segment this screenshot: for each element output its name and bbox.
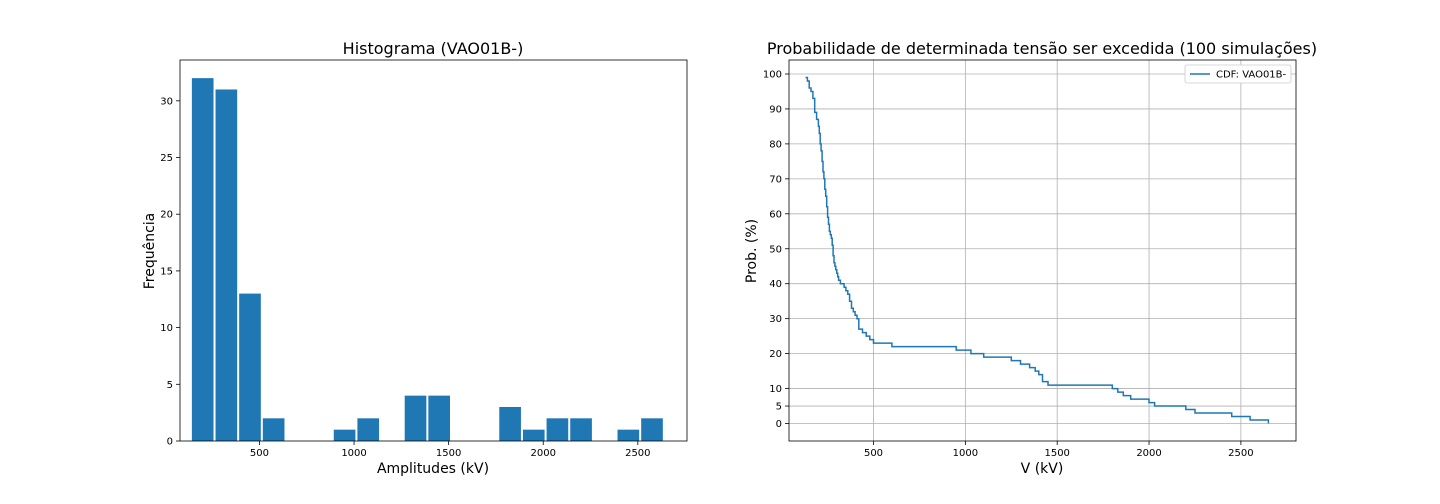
histogram-bar	[570, 418, 592, 441]
cdf-y-tick-label: 20	[769, 349, 782, 360]
histogram-bar	[617, 429, 640, 441]
histogram-y-tick-label: 25	[160, 153, 173, 164]
histogram-bar	[357, 418, 380, 441]
histogram-chart: Histograma (VAO01B-) 500 1000 1500 2000 2500…	[142, 39, 688, 477]
cdf-series-line	[805, 76, 1270, 424]
histogram-bar	[262, 418, 285, 441]
histogram-bar	[522, 429, 545, 441]
histogram-x-tick-label: 500	[250, 448, 269, 459]
cdf-x-tick-label: 2000	[1136, 448, 1161, 459]
histogram-title: Histograma (VAO01B-)	[343, 39, 524, 58]
histogram-y-tick-label: 10	[160, 323, 173, 334]
histogram-bar	[191, 78, 214, 442]
cdf-y-tick-label: 30	[769, 314, 782, 325]
histogram-y-label: Frequência	[142, 213, 158, 290]
cdf-chart: Probabilidade de determinada tensão ser …	[744, 39, 1317, 477]
cdf-y-label: Prob. (%)	[744, 219, 760, 283]
histogram-bar	[428, 395, 450, 441]
cdf-x-label: V (kV)	[1021, 461, 1064, 477]
histogram-y-tick-label: 0	[167, 437, 173, 448]
histogram-bar	[499, 406, 521, 441]
histogram-bar	[239, 293, 261, 441]
cdf-title: Probabilidade de determinada tensão ser …	[767, 39, 1317, 58]
cdf-y-tick-label: 100	[763, 69, 782, 80]
cdf-legend-label: CDF: VAO01B-	[1216, 70, 1287, 81]
histogram-plot-frame	[179, 59, 688, 442]
cdf-grid	[789, 60, 1296, 441]
cdf-y-tick-label: 90	[769, 104, 782, 115]
cdf-legend-box	[1184, 64, 1292, 84]
histogram-x-ticks: 500 1000 1500 2000 2500	[250, 441, 651, 459]
histogram-bar	[546, 418, 569, 441]
histogram-x-tick-label: 1500	[436, 448, 461, 459]
cdf-y-ticks: 0 5 10 20 30 40 50 60 70 80 90 100	[763, 69, 789, 430]
cdf-y-tick-label: 60	[769, 209, 782, 220]
cdf-plot-frame	[788, 59, 1297, 442]
histogram-y-tick-label: 20	[160, 210, 173, 221]
cdf-y-tick-label: 50	[769, 244, 782, 255]
histogram-bar	[215, 89, 238, 441]
histogram-y-tick-label: 15	[160, 266, 173, 277]
histogram-y-ticks: 0 5 10 15 20 25 30	[160, 96, 180, 448]
histogram-x-label: Amplitudes (kV)	[377, 461, 489, 477]
cdf-x-tick-label: 1500	[1044, 448, 1069, 459]
cdf-y-tick-label: 80	[769, 139, 782, 150]
histogram-bar	[641, 418, 663, 441]
cdf-legend: CDF: VAO01B-	[1184, 64, 1292, 84]
histogram-x-tick-label: 1000	[341, 448, 366, 459]
cdf-y-tick-label: 10	[769, 384, 782, 395]
cdf-x-ticks: 500 1000 1500 2000 2500	[864, 441, 1254, 459]
cdf-x-tick-label: 1000	[953, 448, 978, 459]
cdf-x-tick-label: 2500	[1228, 448, 1253, 459]
cdf-y-tick-label: 0	[776, 419, 782, 430]
cdf-y-tick-label: 70	[769, 174, 782, 185]
histogram-y-tick-label: 30	[160, 96, 173, 107]
cdf-x-tick-label: 500	[864, 448, 883, 459]
histogram-x-tick-label: 2000	[530, 448, 555, 459]
histogram-bar	[404, 395, 427, 441]
cdf-y-tick-label: 40	[769, 279, 782, 290]
histogram-y-tick-label: 5	[167, 380, 173, 391]
histogram-bars	[191, 78, 663, 442]
histogram-x-tick-label: 2500	[625, 448, 650, 459]
histogram-bar	[333, 429, 356, 441]
cdf-y-tick-label: 5	[776, 402, 782, 413]
